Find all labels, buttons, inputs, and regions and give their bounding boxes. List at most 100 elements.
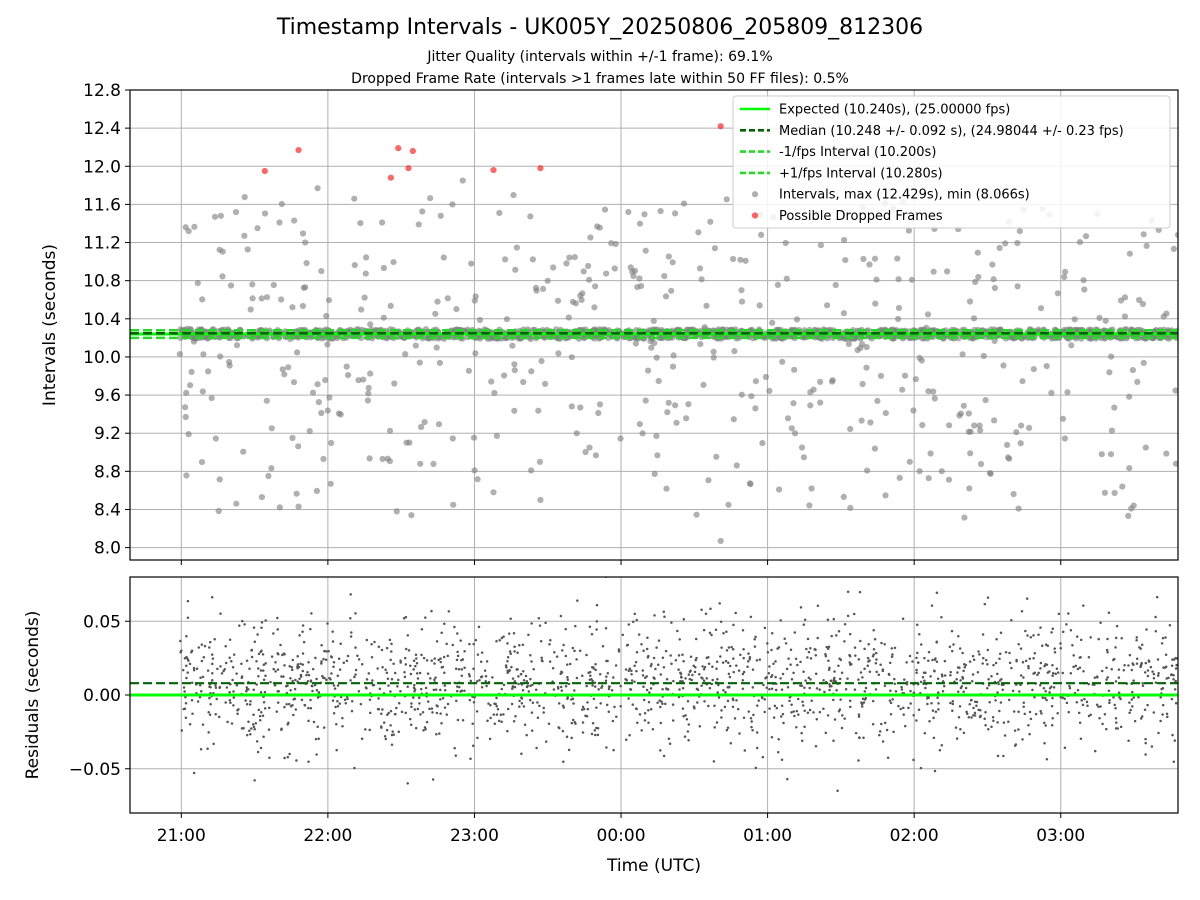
residual-point — [735, 664, 738, 667]
residual-point — [513, 679, 517, 683]
residual-point — [214, 686, 218, 689]
interval-point — [817, 399, 824, 406]
y-tick-label: 12.0 — [83, 157, 121, 177]
residual-point — [390, 642, 393, 646]
residual-point — [413, 708, 417, 711]
residual-point — [651, 727, 655, 731]
residual-point — [441, 697, 445, 700]
residual-point — [413, 690, 416, 693]
interval-point — [309, 389, 317, 396]
residual-point — [919, 643, 923, 646]
residual-point — [415, 662, 419, 665]
interval-point — [387, 302, 394, 309]
residual-point — [357, 658, 361, 661]
residual-point — [691, 673, 694, 677]
interval-point — [450, 501, 457, 508]
residual-point — [930, 702, 933, 705]
residual-point — [346, 654, 350, 658]
residual-point — [1075, 700, 1079, 704]
residual-point — [716, 691, 719, 694]
residual-point — [858, 736, 861, 740]
interval-point — [611, 265, 618, 272]
residual-point — [183, 657, 187, 660]
residual-point — [309, 698, 312, 702]
residual-point — [1171, 733, 1174, 737]
y-tick-label: 8.4 — [94, 500, 121, 520]
residual-point — [668, 742, 672, 745]
interval-point — [1059, 415, 1067, 422]
residual-point — [420, 653, 423, 657]
residual-point — [711, 665, 714, 668]
residual-point — [438, 732, 441, 735]
residual-point — [516, 668, 519, 671]
residual-point — [236, 712, 239, 716]
interval-point — [957, 410, 965, 417]
residual-point — [586, 701, 589, 704]
residual-point — [754, 635, 757, 639]
residual-point — [961, 651, 964, 655]
residual-point — [479, 660, 483, 664]
interval-point — [841, 236, 848, 244]
residual-point — [467, 672, 471, 676]
interval-point — [322, 377, 329, 384]
residual-point — [214, 712, 217, 716]
residual-point — [722, 632, 725, 635]
residual-point — [1118, 695, 1121, 699]
interval-point — [565, 314, 572, 321]
residual-point — [527, 633, 530, 637]
residual-point — [262, 700, 266, 704]
residual-point — [272, 632, 275, 635]
residual-point — [334, 705, 337, 709]
residual-point — [185, 676, 188, 680]
residual-point — [717, 696, 721, 699]
residual-point — [711, 678, 714, 682]
residual-point — [903, 724, 907, 728]
residual-point — [886, 756, 890, 759]
residual-point — [689, 669, 692, 673]
residual-point — [857, 678, 860, 681]
residual-point — [1059, 646, 1063, 650]
residual-point — [301, 630, 304, 634]
interval-point — [592, 452, 600, 459]
interval-point — [1075, 327, 1082, 334]
residual-point — [378, 687, 382, 691]
residual-point — [564, 684, 568, 688]
residual-point — [815, 687, 819, 690]
residual-point — [260, 626, 263, 629]
residual-point — [430, 609, 433, 613]
residual-point — [838, 677, 842, 681]
residual-point — [331, 640, 335, 643]
residual-point — [289, 689, 292, 692]
residual-point — [678, 688, 681, 691]
interval-point — [367, 321, 374, 328]
residual-point — [1108, 701, 1111, 705]
residual-point — [986, 687, 989, 690]
interval-point — [1080, 277, 1087, 284]
interval-point — [759, 440, 766, 447]
residual-point — [612, 748, 615, 752]
interval-point — [1142, 444, 1149, 451]
residual-point — [837, 664, 840, 667]
residual-point — [714, 628, 718, 631]
residual-point — [682, 715, 685, 718]
residual-point — [497, 719, 501, 723]
residual-point — [488, 737, 492, 741]
residual-point — [208, 646, 211, 649]
residual-point — [254, 722, 258, 725]
residual-point — [780, 704, 784, 708]
interval-point — [930, 388, 937, 395]
interval-point — [503, 316, 510, 323]
residual-point — [508, 669, 511, 672]
residual-point — [943, 674, 947, 677]
residual-point — [1147, 660, 1151, 663]
residual-point — [671, 703, 675, 706]
residual-point — [431, 711, 434, 714]
residual-point — [1132, 696, 1136, 699]
residual-point — [390, 650, 393, 653]
residual-point — [305, 673, 308, 677]
residual-point — [672, 679, 675, 683]
residual-point — [338, 702, 342, 705]
residual-point — [477, 625, 481, 629]
residual-point — [994, 661, 998, 665]
residual-point — [955, 678, 958, 681]
